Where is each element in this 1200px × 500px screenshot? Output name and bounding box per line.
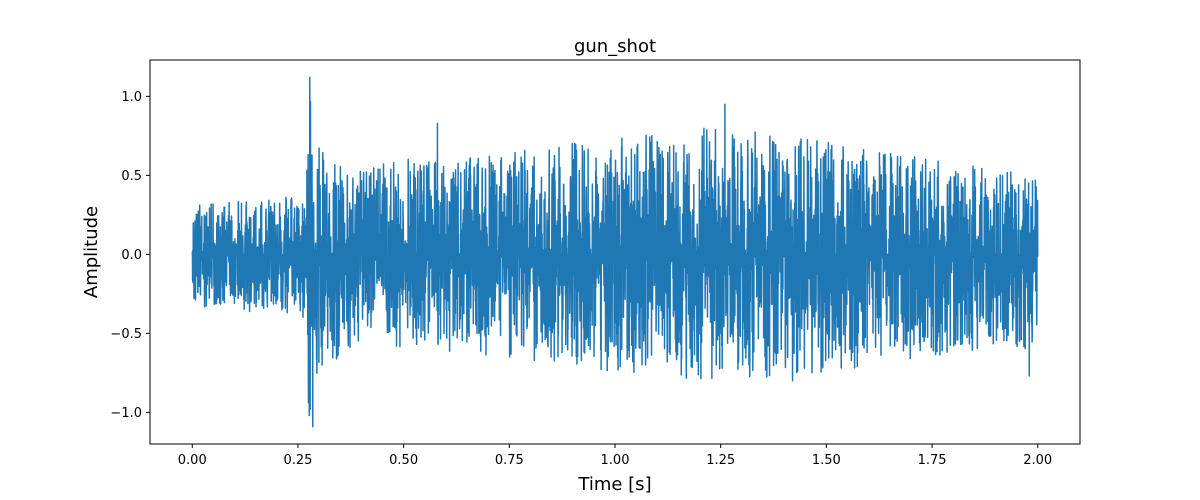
chart-title: gun_shot (574, 36, 656, 57)
y-tick-label: 0.5 (121, 169, 142, 184)
x-axis-label: Time [s] (577, 474, 651, 495)
y-tick-label: −1.0 (110, 406, 142, 421)
x-tick-label: 0.75 (495, 453, 524, 468)
x-tick-label: 1.25 (706, 453, 735, 468)
series-line (191, 76, 1039, 428)
x-tick-label: 0.25 (283, 453, 312, 468)
y-tick-label: 0.0 (121, 248, 142, 263)
y-axis-ticks: −1.0 −0.5 0.0 0.5 1.0 (110, 90, 150, 421)
x-axis-ticks: 0.00 0.25 0.50 0.75 1.00 1.25 1.50 1.75 2.00 (178, 444, 1052, 468)
x-tick-label: 1.75 (918, 453, 947, 468)
y-axis-label: Amplitude (81, 206, 102, 298)
x-tick-label: 2.00 (1023, 453, 1052, 468)
x-tick-label: 0.00 (178, 453, 207, 468)
x-tick-label: 0.50 (389, 453, 418, 468)
y-tick-label: −0.5 (110, 327, 142, 342)
x-tick-label: 1.50 (812, 453, 841, 468)
x-tick-label: 1.00 (601, 453, 630, 468)
y-tick-label: 1.0 (121, 90, 142, 105)
waveform-line (191, 76, 1039, 428)
